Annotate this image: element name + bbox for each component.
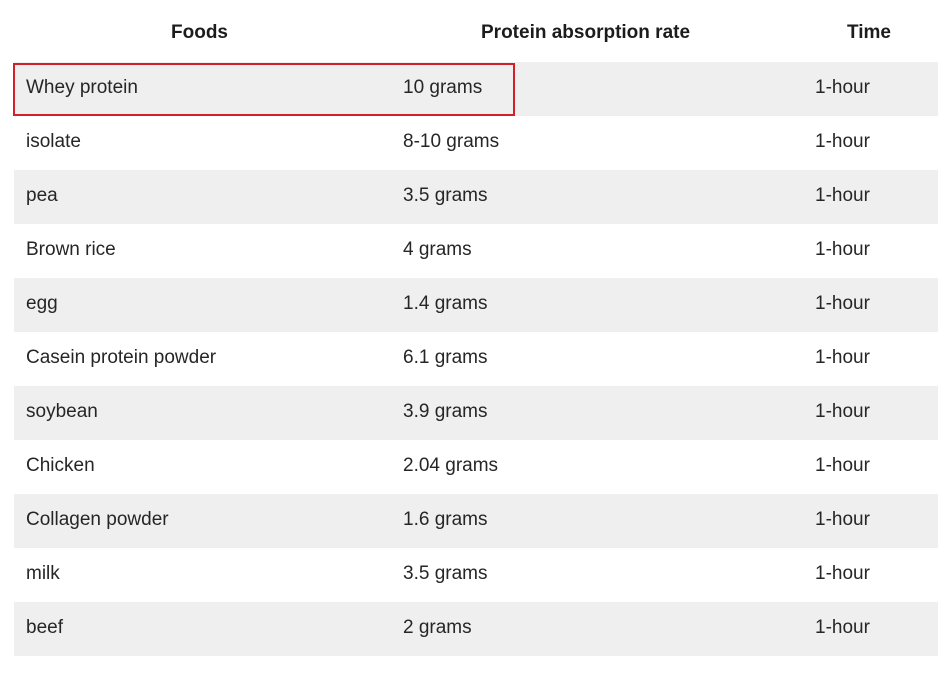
cell-food: beef <box>26 617 63 638</box>
cell-time: 1-hour <box>815 185 870 206</box>
cell-food: Casein protein powder <box>26 347 217 368</box>
table-row: soybean 3.9 grams 1-hour <box>14 386 938 440</box>
cell-time: 1-hour <box>815 293 870 314</box>
cell-rate: 8-10 grams <box>403 131 500 152</box>
table-row: beef 2 grams 1-hour <box>14 602 938 656</box>
cell-food: Whey protein <box>26 77 138 98</box>
cell-time: 1-hour <box>815 347 870 368</box>
cell-food: Collagen powder <box>26 509 169 530</box>
header-foods: Foods <box>171 22 228 43</box>
table-row: Chicken 2.04 grams 1-hour <box>14 440 938 494</box>
cell-rate: 2.04 grams <box>403 455 499 476</box>
cell-time: 1-hour <box>815 77 870 98</box>
header-protein-absorption-rate: Protein absorption rate <box>481 22 691 43</box>
table-row: Brown rice 4 grams 1-hour <box>14 224 938 278</box>
cell-food: Brown rice <box>26 239 116 260</box>
protein-absorption-table: Foods Protein absorption rate Time Whey … <box>14 0 938 656</box>
cell-rate: 3.5 grams <box>403 563 488 584</box>
table-row: Casein protein powder 6.1 grams 1-hour <box>14 332 938 386</box>
cell-rate: 4 grams <box>403 239 472 260</box>
cell-food: egg <box>26 293 58 314</box>
table-row: pea 3.5 grams 1-hour <box>14 170 938 224</box>
cell-food: pea <box>26 185 58 206</box>
cell-food: Chicken <box>26 455 95 476</box>
cell-time: 1-hour <box>815 239 870 260</box>
cell-rate: 6.1 grams <box>403 347 488 368</box>
table-row: Collagen powder 1.6 grams 1-hour <box>14 494 938 548</box>
cell-time: 1-hour <box>815 617 870 638</box>
table-row: milk 3.5 grams 1-hour <box>14 548 938 602</box>
cell-rate: 3.5 grams <box>403 185 488 206</box>
cell-time: 1-hour <box>815 455 870 476</box>
cell-time: 1-hour <box>815 509 870 530</box>
cell-time: 1-hour <box>815 563 870 584</box>
cell-rate: 2 grams <box>403 617 472 638</box>
cell-food: isolate <box>26 131 81 152</box>
cell-rate: 10 grams <box>403 77 483 98</box>
header-time: Time <box>847 22 892 43</box>
table-header-row: Foods Protein absorption rate Time <box>14 0 938 62</box>
cell-rate: 1.4 grams <box>403 293 488 314</box>
cell-time: 1-hour <box>815 401 870 422</box>
table-row: egg 1.4 grams 1-hour <box>14 278 938 332</box>
cell-food: soybean <box>26 401 98 422</box>
table-row: isolate 8-10 grams 1-hour <box>14 116 938 170</box>
table-row: Whey protein 10 grams 1-hour <box>14 62 938 116</box>
cell-food: milk <box>26 563 60 584</box>
cell-rate: 1.6 grams <box>403 509 488 530</box>
cell-time: 1-hour <box>815 131 870 152</box>
cell-rate: 3.9 grams <box>403 401 488 422</box>
